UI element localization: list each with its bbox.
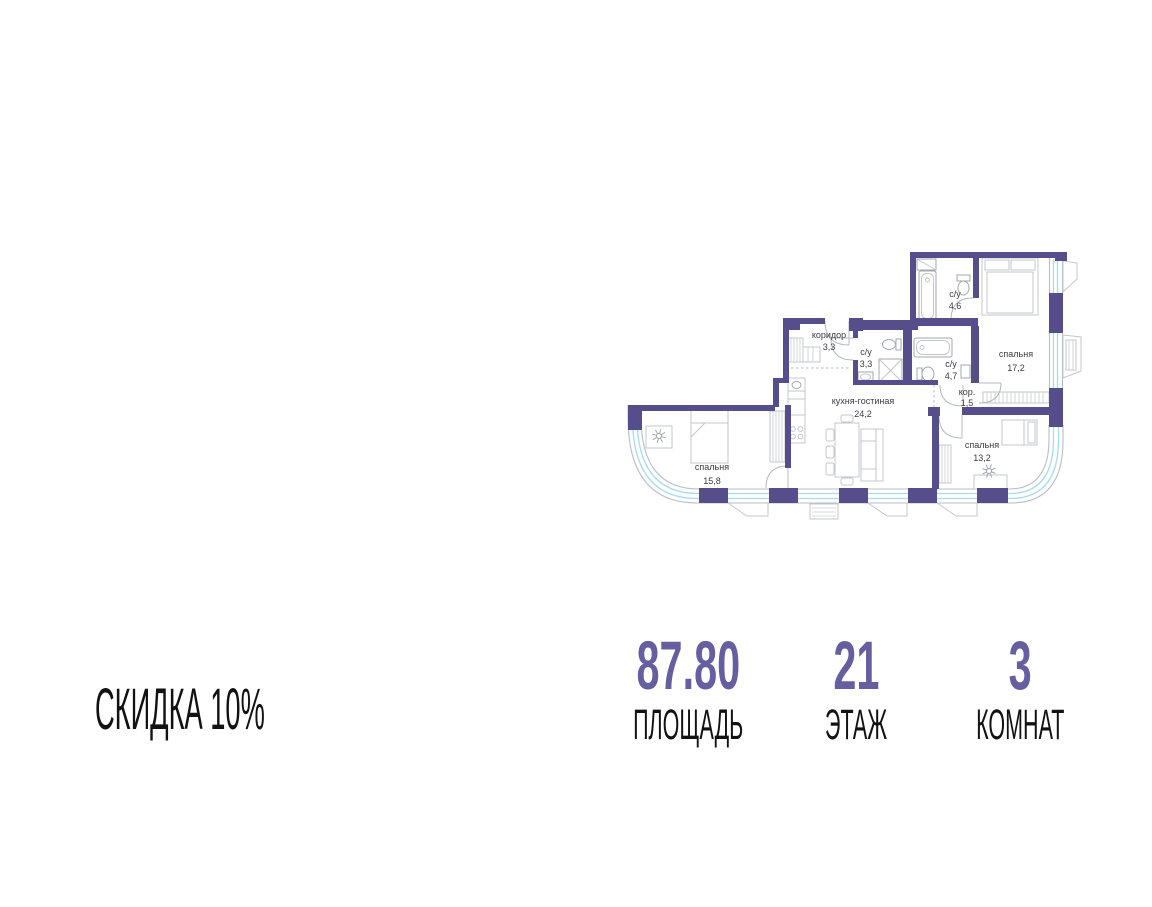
rooms-value-wrap: 3 — [910, 627, 1130, 704]
room-area-wc-33: 3,3 — [860, 359, 873, 369]
room-name-corridor: коридор — [812, 330, 846, 340]
area-label-wrap: ПЛОЩАДЬ — [578, 701, 798, 749]
room-name-bedroom-13: спальня — [965, 440, 999, 450]
shaft — [916, 258, 937, 271]
room-name-bedroom-15: спальня — [695, 462, 729, 472]
room-name-wc-46: с/у — [949, 289, 961, 299]
shower-33 — [878, 358, 903, 383]
room-area-corridor: 3,3 — [823, 342, 836, 352]
bathtub-47 — [913, 337, 953, 358]
wardrobe-15 — [769, 410, 786, 463]
rooms-label: КОМНАТ — [975, 701, 1065, 749]
floor-label: ЭТАЖ — [824, 701, 888, 749]
floor-label-wrap: ЭТАЖ — [746, 701, 966, 749]
room-area-kitchen: 24,2 — [854, 409, 872, 419]
toilet-46 — [956, 274, 971, 296]
wardrobe-17 — [982, 391, 1050, 404]
room-name-kitchen: кухня-гостиная — [832, 396, 895, 406]
kitchen-counter — [787, 377, 806, 444]
basin-47 — [960, 364, 971, 379]
dining-set — [825, 414, 884, 486]
room-area-bedroom-13: 13,2 — [973, 453, 991, 463]
hall-wardrobe — [787, 337, 821, 363]
bed-15 — [690, 409, 729, 464]
area-value-wrap: 87.80 — [578, 627, 798, 704]
area-label: ПЛОЩАДЬ — [633, 701, 744, 749]
plant-15 — [652, 429, 666, 443]
room-name-hall-15: кор. — [959, 387, 976, 397]
floor-plan: спальня 15,8 кухня-гостиная 24,2 коридор… — [627, 252, 1082, 520]
desk-13 — [973, 474, 1008, 490]
room-area-wc-46: 4,6 — [949, 301, 962, 311]
area-value: 87.80 — [636, 627, 740, 704]
room-area-hall-15: 1,5 — [961, 398, 974, 408]
rooms-value: 3 — [1008, 627, 1032, 704]
toilet-47 — [916, 366, 935, 382]
plant-13 — [982, 464, 996, 478]
room-area-wc-47: 4,7 — [945, 371, 958, 381]
balcony-outlines — [727, 260, 1082, 520]
walls — [628, 252, 1067, 503]
discount-text: СКИДКА 10% — [95, 677, 265, 742]
room-name-bedroom-17: спальня — [999, 349, 1033, 359]
wardrobe-13 — [938, 444, 952, 484]
furniture — [645, 257, 1050, 490]
doors — [765, 297, 1002, 489]
discount-label: СКИДКА 10% — [95, 681, 456, 739]
room-name-wc-33: с/у — [860, 347, 872, 357]
toilet-33 — [882, 338, 902, 351]
bathtub-46 — [918, 270, 937, 322]
rooms-label-wrap: КОМНАТ — [910, 701, 1130, 749]
floor-value-wrap: 21 — [746, 627, 966, 704]
area-stat: 87.80 ПЛОЩАДЬ — [578, 627, 798, 749]
bed-17 — [981, 257, 1039, 316]
room-area-bedroom-17: 17,2 — [1007, 363, 1025, 373]
floor-stat: 21 ЭТАЖ — [746, 627, 966, 749]
rooms-stat: 3 КОМНАТ — [910, 627, 1130, 749]
room-labels: спальня 15,8 кухня-гостиная 24,2 коридор… — [695, 289, 1033, 486]
bed-13 — [1001, 419, 1038, 446]
floor-value: 21 — [832, 627, 880, 704]
room-name-wc-47: с/у — [945, 359, 957, 369]
room-area-bedroom-15: 15,8 — [703, 476, 721, 486]
